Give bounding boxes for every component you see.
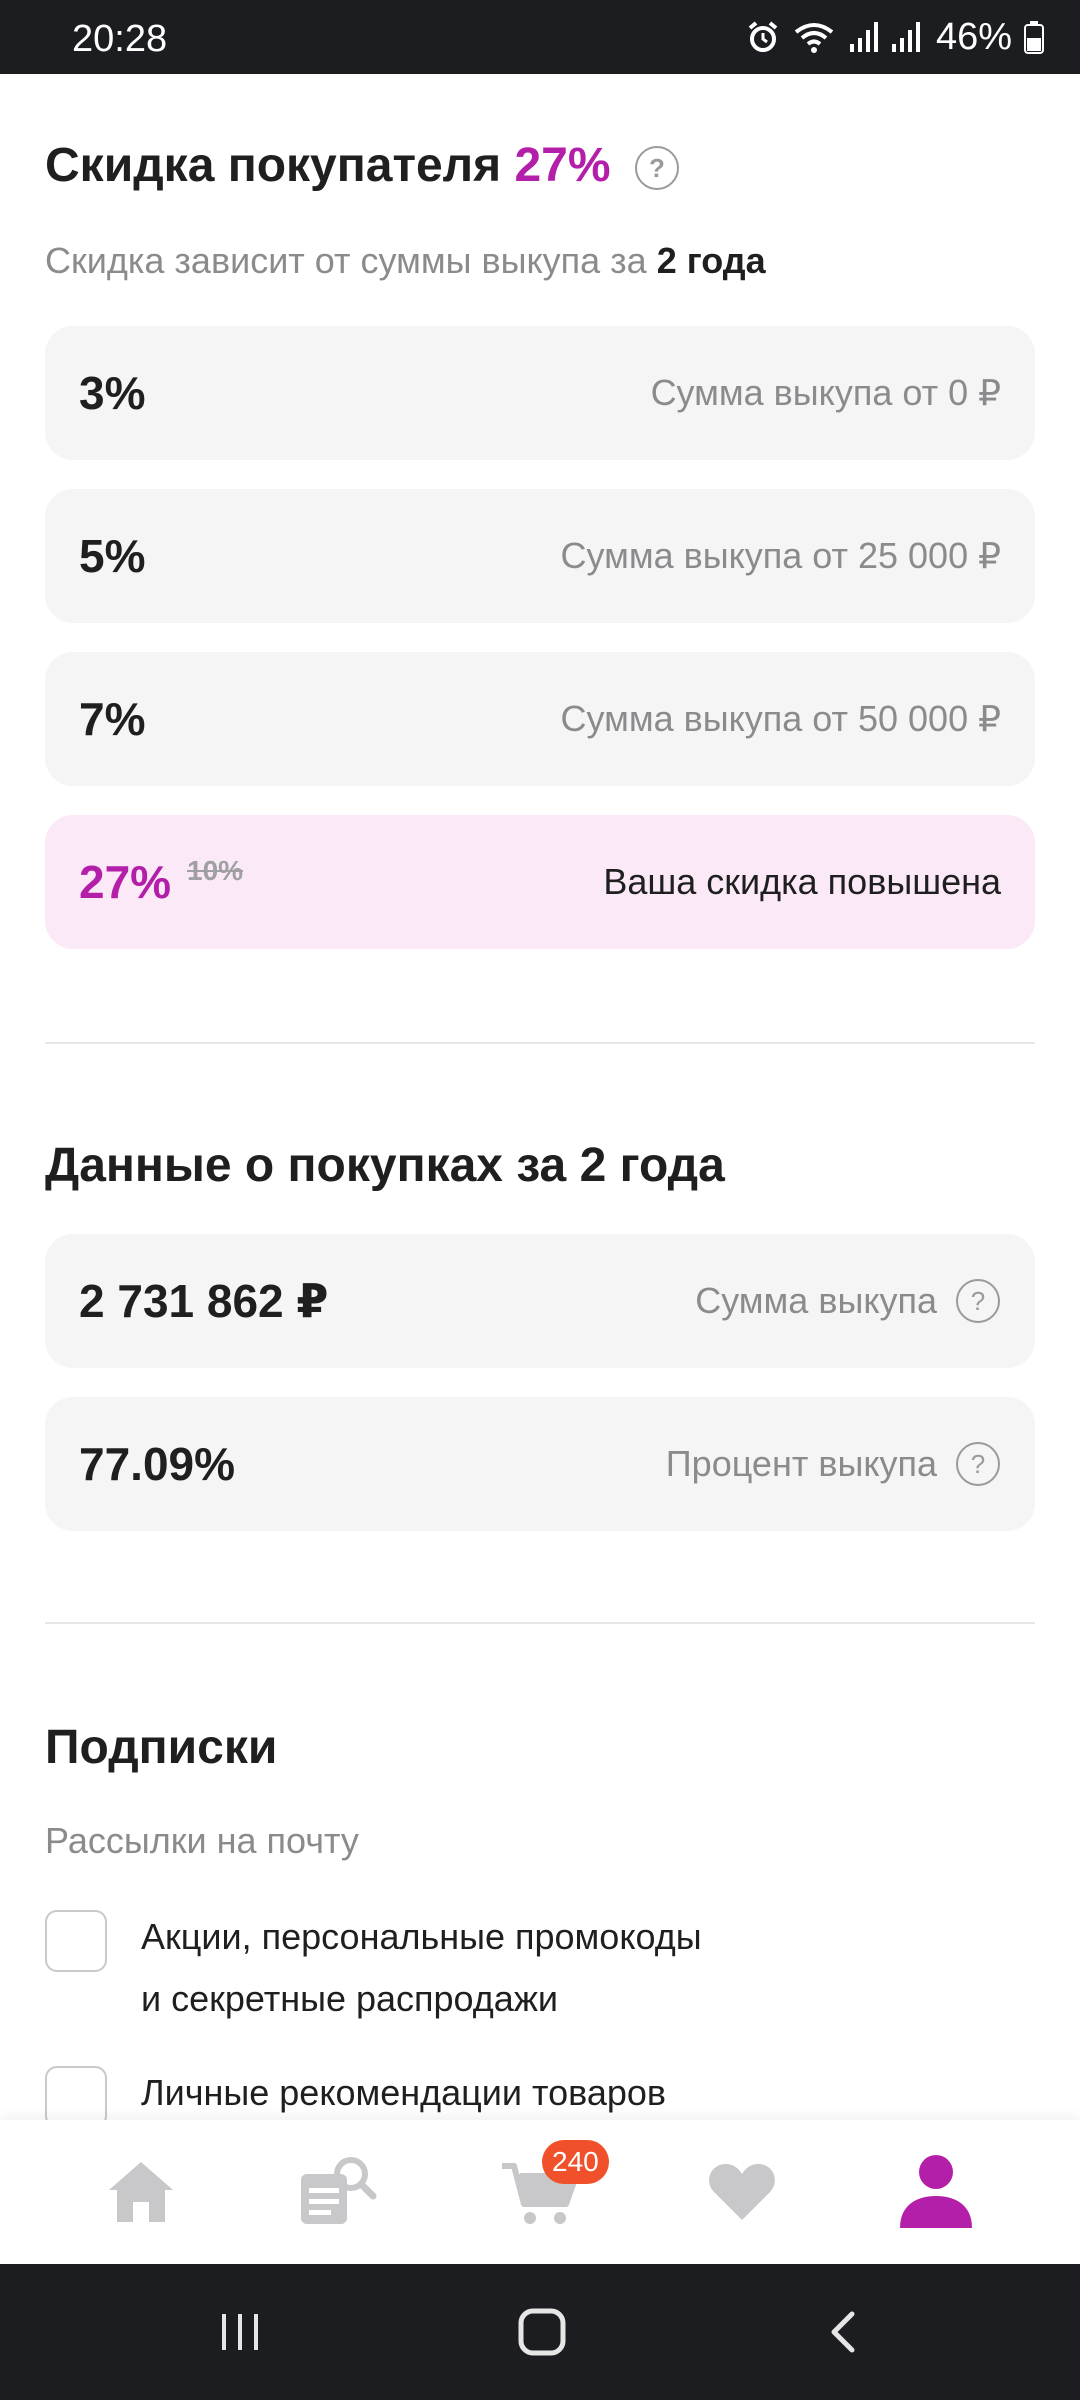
subscription-label-line: и секретные распродажи (141, 1978, 559, 2019)
discount-section-title: Скидка покупателя 27% ? (45, 138, 680, 193)
discount-subtitle-text: Скидка зависит от суммы выкупа за (45, 240, 647, 281)
subscription-checkbox[interactable] (45, 1910, 107, 1972)
recent-apps-icon (222, 2314, 258, 2350)
purchase-sum-card: 2 731 862 ₽ Сумма выкупа ? (45, 1234, 1035, 1368)
subscription-checkbox[interactable] (45, 2066, 107, 2120)
help-icon[interactable]: ? (634, 145, 680, 191)
subscription-label-line: Акции, персональные промокоды (141, 1916, 702, 1957)
old-discount-value: 10% (187, 855, 244, 886)
discount-tier-card: 7% Сумма выкупа от 50 000 ₽ (45, 652, 1035, 786)
tier-percent: 7% (79, 693, 146, 745)
back-button[interactable] (812, 2300, 876, 2364)
battery-percent: 46% (935, 15, 1012, 58)
discount-subtitle: Скидка зависит от суммы выкупа за 2 года (45, 240, 766, 282)
subscription-label: Акции, персональные промокоды и секретны… (141, 1906, 941, 2030)
back-chevron-icon (831, 2311, 855, 2353)
subscription-label-line: Личные рекомендации товаров (141, 2072, 667, 2113)
tier-percent: 5% (79, 530, 146, 582)
discount-tier-card: 3% Сумма выкупа от 0 ₽ (45, 326, 1035, 460)
divider (45, 1042, 1035, 1044)
purchase-sum-label-wrap: Сумма выкупа ? (695, 1278, 1001, 1324)
recent-apps-button[interactable] (208, 2300, 272, 2364)
subscriptions-subtitle: Рассылки на почту (45, 1820, 359, 1861)
tier-percent: 3% (79, 367, 146, 419)
divider (45, 1622, 1035, 1624)
status-time: 20:28 (72, 18, 168, 60)
purchase-sum-label: Сумма выкупа (695, 1280, 937, 1321)
purchase-percent-value: 77.09% (79, 1438, 236, 1490)
svg-text:?: ? (649, 153, 665, 183)
tier-threshold: Сумма выкупа от 25 000 ₽ (560, 535, 1001, 576)
current-discount-card: 27% 10% Ваша скидка повышена (45, 815, 1035, 949)
help-icon[interactable]: ? (955, 1441, 1001, 1487)
signal-icon-2 (891, 22, 920, 52)
home-button[interactable] (510, 2300, 574, 2364)
subscription-option[interactable]: Личные рекомендации товаров (45, 2062, 1035, 2120)
tier-threshold: Сумма выкупа от 0 ₽ (650, 372, 1001, 413)
home-square-icon (518, 2308, 566, 2356)
signal-icon (849, 22, 878, 52)
purchases-title: Данные о покупках за 2 года (45, 1139, 725, 1192)
cart-count-badge: 240 (542, 2140, 609, 2184)
tier-threshold: Сумма выкупа от 50 000 ₽ (560, 698, 1001, 739)
subscription-label: Личные рекомендации товаров (141, 2062, 941, 2120)
purchase-percent-card: 77.09% Процент выкупа ? (45, 1397, 1035, 1531)
nav-profile[interactable] (896, 2152, 976, 2232)
purchase-sum-value: 2 731 862 ₽ (79, 1275, 329, 1327)
status-bar: 20:28 46% (0, 0, 1080, 74)
system-nav-bar (0, 2264, 1080, 2400)
alarm-icon (748, 21, 778, 52)
profile-content: Скидка покупателя 27% ? Скидка зависит о… (45, 74, 1035, 2120)
discount-tier-card: 5% Сумма выкупа от 25 000 ₽ (45, 489, 1035, 623)
nav-catalog[interactable] (297, 2152, 377, 2232)
subscriptions-title: Подписки (45, 1721, 278, 1774)
help-icon[interactable]: ? (955, 1278, 1001, 1324)
subscription-option[interactable]: Акции, персональные промокоды и секретны… (45, 1906, 1035, 2026)
battery-icon (1024, 21, 1044, 54)
home-icon (109, 2162, 173, 2222)
bottom-nav: 240 (0, 2120, 1080, 2264)
current-discount-value: 27% (79, 856, 172, 908)
svg-text:?: ? (971, 1286, 985, 1316)
status-icons: 46% (746, 14, 1044, 60)
purchase-percent-label-wrap: Процент выкупа ? (666, 1441, 1001, 1487)
nav-favorites[interactable] (702, 2152, 782, 2232)
svg-text:?: ? (971, 1449, 985, 1479)
discount-value: 27% (514, 139, 611, 192)
discount-title: Скидка покупателя (45, 139, 502, 192)
profile-icon (900, 2155, 972, 2228)
wifi-icon (794, 23, 834, 53)
nav-home[interactable] (101, 2152, 181, 2232)
heart-icon (709, 2164, 775, 2220)
catalog-search-icon (301, 2157, 377, 2224)
discount-subtitle-period: 2 года (656, 240, 766, 281)
purchase-percent-label: Процент выкупа (665, 1443, 937, 1484)
current-discount-label: Ваша скидка повышена (603, 861, 1001, 902)
